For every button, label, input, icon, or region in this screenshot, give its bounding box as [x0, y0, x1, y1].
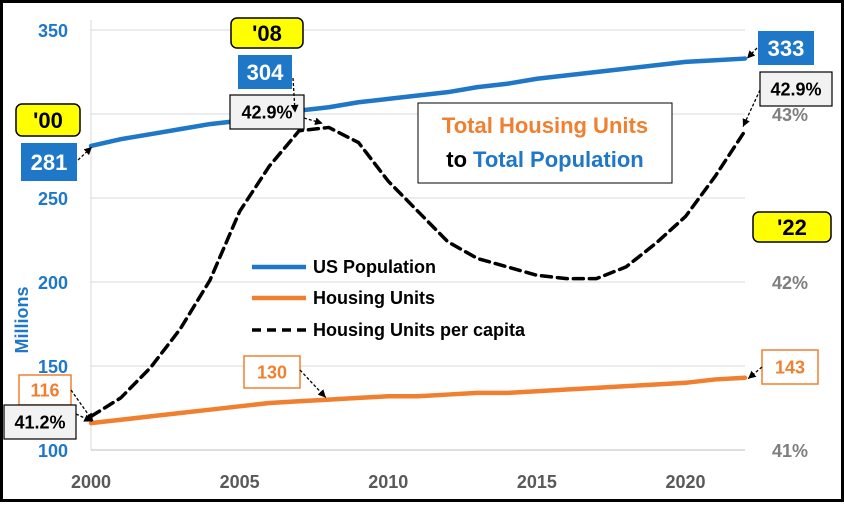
x-tick-label: 2005 [220, 472, 260, 492]
callout-box: 304 [236, 53, 294, 91]
legend-label: Housing Units [313, 288, 435, 308]
callout-box-bg [236, 53, 294, 91]
callout-box-bg [243, 355, 301, 389]
series-line-housing-units [88, 375, 748, 426]
callout-box: 143 [761, 349, 819, 385]
callout-box-bg [3, 404, 77, 440]
left-tick-label: 200 [38, 273, 68, 293]
chart-title-prefix: to [446, 147, 467, 172]
callout-label: 41.2% [14, 412, 65, 432]
legend: US Population Housing Units Housing Units … [252, 257, 526, 340]
callout-box-bg [756, 29, 816, 67]
right-axis-ticks: 41% 42% 43% [772, 105, 808, 461]
callout-arrow [290, 77, 299, 113]
x-axis-ticks: 2000 2005 2010 2015 2020 [71, 472, 706, 492]
callout-arrow [742, 89, 761, 128]
y-axis-label: Millions [12, 287, 32, 354]
callout-box-bg [230, 17, 304, 49]
left-tick-label: 150 [38, 357, 68, 377]
right-tick-label: 43% [772, 105, 808, 125]
x-tick-label: 2015 [517, 472, 557, 492]
chart-title-line2: to Total Population [446, 147, 643, 172]
callout-label: 281 [31, 150, 68, 175]
x-tick-label: 2010 [368, 472, 408, 492]
callout-label: 143 [775, 357, 805, 377]
right-tick-label: 42% [772, 273, 808, 293]
right-tick-label: 41% [772, 441, 808, 461]
legend-label: US Population [313, 257, 436, 277]
series-lines [88, 56, 748, 426]
callout-label: 116 [30, 380, 59, 400]
callout-box-bg [761, 349, 819, 385]
callout-label: '00 [33, 108, 63, 133]
callout-box: '08 [230, 17, 304, 49]
chart-title-highlight: Total Population [473, 147, 644, 172]
left-axis-ticks: 100150200250300350 [38, 21, 68, 461]
callout-box: '00 [15, 103, 81, 137]
callout-arrow [303, 117, 323, 126]
callout-box: '22 [752, 211, 832, 243]
x-tick-label: 2000 [71, 472, 111, 492]
callout-box-bg [15, 103, 81, 137]
legend-label: Housing Units per capita [313, 320, 526, 340]
callout-label: 42.9% [770, 79, 821, 99]
callout-arrow [75, 413, 93, 422]
chart-title-box: Total Housing Units to Total Population [417, 102, 673, 184]
callout-label: 130 [257, 362, 287, 382]
callout-box: 116 [18, 374, 72, 406]
callout-arrow [747, 366, 763, 380]
callout-box: 333 [756, 29, 816, 67]
callout-arrow [77, 146, 93, 161]
chart-title-line1: Total Housing Units [442, 113, 648, 138]
left-tick-label: 250 [38, 189, 68, 209]
callout-box: 130 [243, 355, 301, 389]
x-tick-label: 2020 [666, 472, 706, 492]
callout-label: '08 [252, 21, 282, 46]
left-tick-label: 100 [38, 441, 68, 461]
series-line-housing-units-per-capita [89, 125, 747, 419]
callout-box: 42.9% [229, 94, 305, 130]
callouts: '00 '08 '22 281 304 333 116 130 143 41.2% 42.9% 42.… [3, 17, 833, 440]
callout-box-bg [759, 71, 833, 107]
callout-box: 42.9% [759, 71, 833, 107]
title-box-border [417, 102, 673, 184]
callout-box-bg [752, 211, 832, 243]
callout-label: 42.9% [241, 102, 292, 122]
callout-box: 281 [19, 141, 79, 183]
callout-arrow [746, 47, 758, 60]
callout-arrow [299, 369, 327, 399]
callout-box: 41.2% [3, 404, 77, 440]
callout-box-bg [19, 141, 79, 183]
callout-label: 304 [247, 60, 284, 85]
callout-label: '22 [777, 215, 807, 240]
left-tick-label: 350 [38, 21, 68, 41]
series-line-us-population [88, 56, 748, 149]
callout-label: 333 [768, 36, 805, 61]
